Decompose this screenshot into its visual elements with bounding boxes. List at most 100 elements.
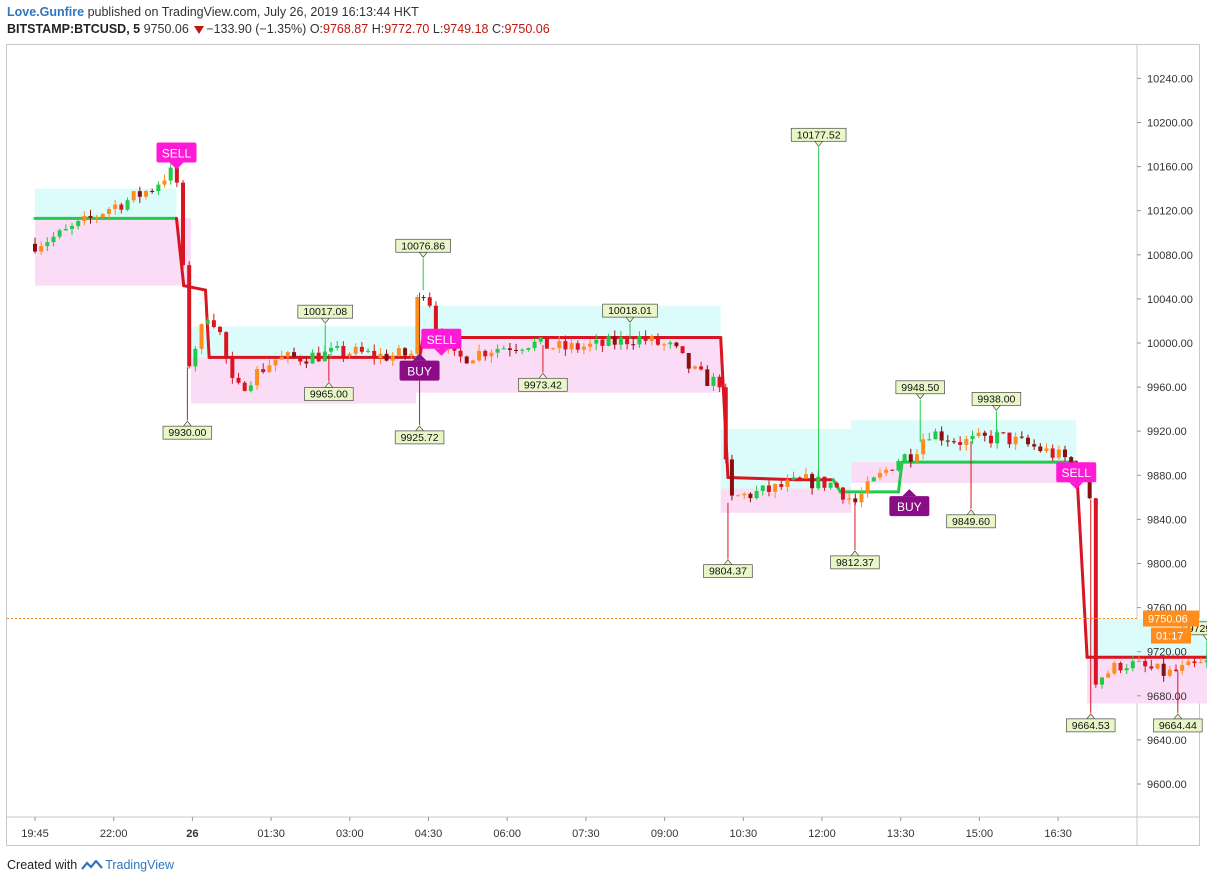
candle-body bbox=[569, 343, 574, 350]
label-pointer bbox=[991, 405, 1002, 411]
candle-body bbox=[803, 474, 808, 479]
candle-body bbox=[1124, 668, 1129, 671]
candle-body bbox=[199, 324, 204, 349]
candle-body bbox=[637, 336, 642, 345]
high-low-label: 9664.53 bbox=[1066, 713, 1116, 733]
candle-body bbox=[384, 353, 389, 361]
candle-body bbox=[945, 440, 950, 442]
last-price-badge: 9750.06 bbox=[1143, 610, 1199, 627]
candle-body bbox=[119, 204, 124, 210]
high-low-label: 9948.50 bbox=[895, 380, 945, 400]
price-tick-label: 10000.00 bbox=[1147, 338, 1193, 350]
candle-body bbox=[1106, 673, 1111, 678]
time-tick-label: 01:30 bbox=[257, 828, 285, 840]
candle-body bbox=[606, 336, 611, 346]
label-pointer bbox=[320, 317, 330, 324]
open-value: 9768.87 bbox=[323, 22, 369, 36]
candle-body bbox=[1019, 436, 1024, 438]
candle-body bbox=[316, 352, 321, 362]
candle-body bbox=[1149, 666, 1154, 669]
candle-body bbox=[76, 220, 81, 227]
candle-body bbox=[477, 350, 482, 361]
candle-body bbox=[1118, 662, 1123, 671]
candle-body bbox=[181, 182, 186, 266]
candle-body bbox=[939, 431, 944, 441]
chart-frame[interactable] bbox=[6, 44, 1200, 846]
candle-body bbox=[890, 469, 895, 471]
label-pointer bbox=[1086, 713, 1096, 720]
candle-body bbox=[156, 184, 161, 191]
label-pointer bbox=[813, 140, 824, 147]
candle-body bbox=[1186, 661, 1191, 666]
candle-body bbox=[631, 344, 636, 346]
price-tick-label: 10160.00 bbox=[1147, 162, 1193, 174]
time-axis[interactable]: 19:45 22:00 26 01:30 03:00 04:30 06:00 07:30 09:… bbox=[21, 817, 1072, 840]
author-link[interactable]: Love.Gunfire bbox=[7, 5, 85, 19]
candle-body bbox=[612, 336, 617, 345]
price-axis[interactable]: 10240.00 10200.00 10160.00 10120.00 10080.00… bbox=[1137, 73, 1199, 791]
candle-body bbox=[150, 190, 155, 192]
candle-body bbox=[1137, 661, 1142, 663]
candle-body bbox=[544, 337, 549, 349]
candle-body bbox=[834, 482, 839, 488]
candle-body bbox=[464, 356, 469, 364]
candle-body bbox=[279, 356, 284, 360]
tradingview-link[interactable]: TradingView bbox=[105, 858, 174, 872]
candle-body bbox=[187, 265, 192, 367]
candle-body bbox=[88, 215, 93, 218]
candle-body bbox=[686, 353, 691, 369]
candle-body bbox=[94, 217, 99, 219]
candle-body bbox=[483, 350, 488, 357]
symbol-name: BITSTAMP:BTCUSD, 5 bbox=[7, 22, 141, 36]
price-tick-label: 9640.00 bbox=[1147, 735, 1187, 747]
signal-box bbox=[1056, 462, 1097, 483]
candle-body bbox=[643, 336, 648, 341]
candle-body bbox=[1155, 663, 1160, 669]
candle-body bbox=[501, 348, 506, 350]
high-low-label: 9804.37 bbox=[703, 559, 753, 579]
label-box bbox=[790, 127, 847, 142]
high-low-label: 9965.00 bbox=[304, 382, 354, 401]
candle-body bbox=[193, 348, 198, 367]
label-text: 9812.37 bbox=[836, 557, 874, 569]
candle-body bbox=[366, 350, 371, 352]
candle-body bbox=[255, 369, 260, 386]
chart-header: Love.Gunfire published on TradingView.co… bbox=[7, 4, 550, 38]
candle-body bbox=[662, 344, 667, 346]
price-tick-label: 10240.00 bbox=[1147, 73, 1193, 85]
candle-body bbox=[877, 472, 882, 478]
down-arrow-icon bbox=[194, 25, 205, 34]
label-pointer bbox=[966, 509, 976, 516]
candle-body bbox=[1007, 432, 1012, 445]
label-box bbox=[895, 380, 945, 395]
candle-body bbox=[396, 348, 401, 356]
created-with-text: Created with bbox=[7, 858, 78, 872]
candle-body bbox=[347, 353, 352, 357]
candle-body bbox=[298, 356, 303, 362]
signal-pointer bbox=[902, 489, 917, 497]
candle-body bbox=[1192, 661, 1197, 664]
label-text: 9965.00 bbox=[310, 389, 348, 401]
signal-text: BUY bbox=[407, 365, 432, 379]
signal-text: BUY bbox=[897, 500, 922, 514]
price-tick-label: 10120.00 bbox=[1147, 206, 1193, 218]
candle-body bbox=[921, 439, 926, 455]
low-value: 9749.18 bbox=[443, 22, 489, 36]
sell-signal: SELL bbox=[421, 328, 462, 356]
last-price-badge-text: 9750.06 bbox=[1148, 614, 1188, 626]
candle-body bbox=[773, 484, 778, 492]
label-box bbox=[162, 425, 213, 440]
candle-body bbox=[427, 297, 432, 306]
label-text: 10177.52 bbox=[797, 129, 841, 141]
label-text: 9664.53 bbox=[1072, 720, 1110, 732]
last-price: 9750.06 bbox=[143, 22, 189, 36]
label-box bbox=[830, 555, 880, 570]
candle-body bbox=[908, 454, 913, 462]
label-pointer bbox=[414, 425, 425, 432]
candle-body bbox=[1013, 436, 1018, 445]
candle-body bbox=[335, 345, 340, 348]
time-tick-label: 03:00 bbox=[336, 828, 364, 840]
candle-body bbox=[1050, 448, 1055, 458]
candle-body bbox=[618, 337, 623, 345]
